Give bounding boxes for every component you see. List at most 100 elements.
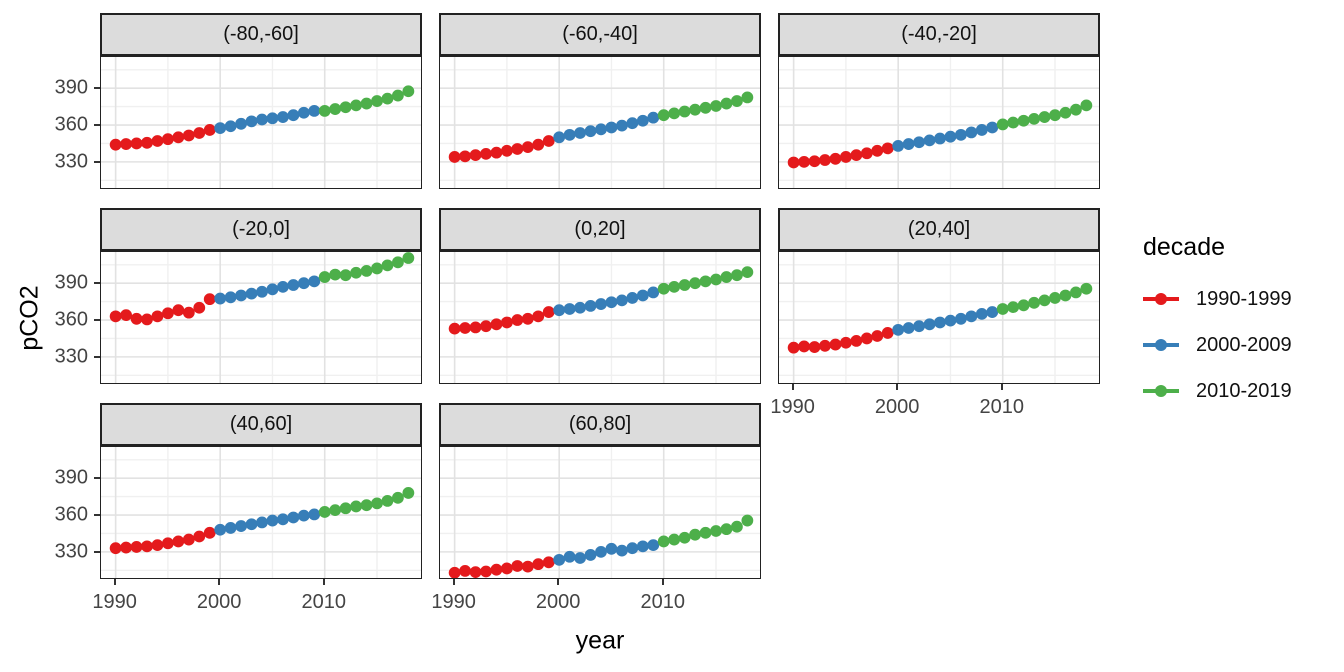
data-point xyxy=(605,542,618,555)
x-axis-tick xyxy=(1000,384,1003,390)
data-point xyxy=(350,99,362,112)
data-point xyxy=(1070,103,1082,116)
data-point xyxy=(731,95,743,107)
data-point xyxy=(392,256,404,269)
data-point xyxy=(469,149,482,162)
data-point xyxy=(636,114,649,127)
y-axis-tick xyxy=(94,160,100,163)
data-point xyxy=(881,142,894,155)
facet-strip-label: (20,40] xyxy=(778,208,1100,252)
data-point xyxy=(392,89,404,102)
data-point xyxy=(318,105,331,117)
data-point xyxy=(235,289,247,302)
data-point xyxy=(339,269,352,282)
data-point xyxy=(480,565,492,578)
data-point xyxy=(636,540,649,553)
x-axis-tick xyxy=(218,579,221,585)
data-point xyxy=(1049,109,1061,122)
data-point xyxy=(741,514,754,527)
data-point xyxy=(381,92,394,105)
facet-lat--80--60: (-80,-60] xyxy=(100,13,422,189)
data-point xyxy=(798,155,810,168)
data-point xyxy=(203,124,216,136)
data-point xyxy=(574,127,586,139)
data-point xyxy=(459,150,471,163)
y-axis-tick xyxy=(94,514,100,517)
data-point xyxy=(840,336,852,349)
legend-entry: 2000-2009 xyxy=(1143,332,1292,358)
facet-strip-label: (-60,-40] xyxy=(439,13,761,57)
y-axis-tick-label: 360 xyxy=(54,503,88,526)
data-point xyxy=(256,113,268,126)
data-point xyxy=(277,280,289,293)
y-axis-tick-label: 360 xyxy=(54,113,88,136)
data-point xyxy=(266,283,279,296)
y-axis-tick xyxy=(94,550,100,553)
data-point xyxy=(944,314,957,327)
data-point xyxy=(1007,116,1020,129)
data-point xyxy=(574,552,586,564)
data-point xyxy=(459,322,471,334)
x-axis-tick-label: 2010 xyxy=(301,591,346,613)
legend-key-red-dot-icon xyxy=(1143,286,1179,312)
data-point xyxy=(360,499,373,512)
data-point xyxy=(923,318,936,331)
data-point xyxy=(287,279,300,291)
data-point xyxy=(287,511,300,524)
y-axis-tick-label: 360 xyxy=(54,308,88,331)
data-point xyxy=(448,151,461,163)
data-point xyxy=(787,156,800,169)
y-axis-tick xyxy=(94,282,100,285)
data-point xyxy=(182,129,195,142)
data-point xyxy=(480,320,492,333)
data-point xyxy=(668,107,681,120)
data-point xyxy=(511,143,524,155)
x-axis-tick-label: 1990 xyxy=(92,591,137,613)
data-point xyxy=(130,137,143,150)
data-point xyxy=(480,147,492,160)
facet-strip-label: (60,80] xyxy=(439,403,761,447)
data-point xyxy=(829,152,842,165)
facet-strip-label: (-40,-20] xyxy=(778,13,1100,57)
legend-entry-label: 2010-2019 xyxy=(1196,379,1292,402)
data-point xyxy=(193,301,206,314)
data-point xyxy=(720,271,733,283)
data-point xyxy=(256,285,268,298)
data-point xyxy=(975,124,988,136)
data-point xyxy=(944,130,957,143)
data-point xyxy=(934,132,946,145)
data-point xyxy=(657,109,670,122)
legend-key-blue-dot-icon xyxy=(1143,332,1179,358)
data-point xyxy=(532,310,545,323)
data-point xyxy=(109,542,122,555)
data-point xyxy=(308,508,321,521)
data-point xyxy=(448,322,461,335)
data-point xyxy=(521,312,534,325)
data-point xyxy=(469,321,482,334)
data-point xyxy=(913,320,925,333)
data-point xyxy=(819,339,831,352)
data-point xyxy=(699,101,712,114)
data-point xyxy=(193,127,206,139)
data-point xyxy=(402,252,415,264)
data-point xyxy=(605,121,618,134)
data-point xyxy=(511,314,524,326)
legend-key-green-dot-icon xyxy=(1143,378,1179,404)
data-point xyxy=(542,135,555,147)
x-axis-tick-label: 2000 xyxy=(874,396,920,418)
data-point xyxy=(657,535,670,548)
facet-strip-label: (-80,-60] xyxy=(100,13,422,57)
data-point xyxy=(647,111,660,124)
data-point xyxy=(689,103,701,116)
data-point xyxy=(329,504,342,517)
facet-plot-area xyxy=(439,57,761,189)
facet-strip-label: (-20,0] xyxy=(100,208,422,252)
facet-lat--40--20: (-40,-20] xyxy=(778,13,1100,189)
y-axis-tick xyxy=(94,355,100,358)
data-point xyxy=(616,294,628,307)
data-point xyxy=(371,95,383,107)
data-point xyxy=(1017,299,1030,312)
data-point xyxy=(120,309,132,322)
x-axis-tick xyxy=(791,384,794,390)
data-point xyxy=(532,558,545,571)
